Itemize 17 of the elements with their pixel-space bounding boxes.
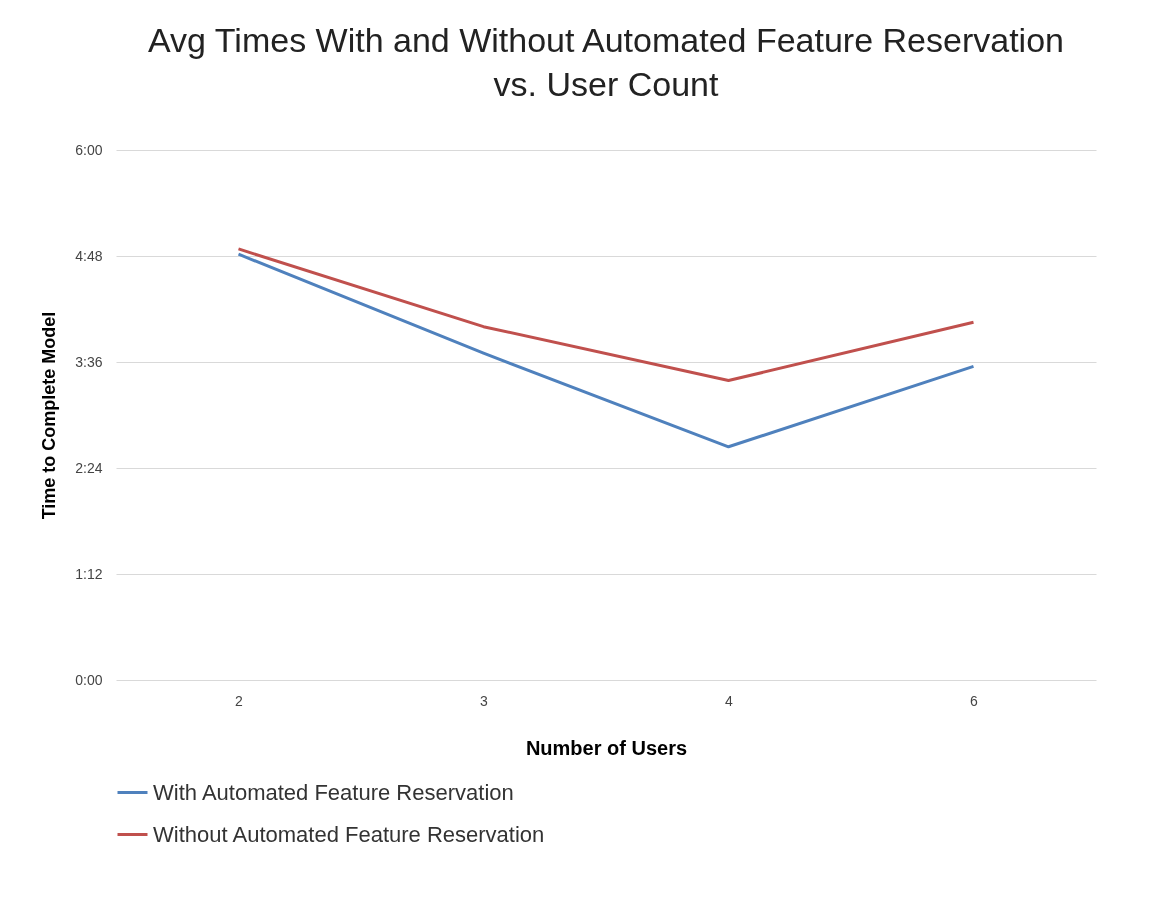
x-tick-label: 3 — [480, 692, 489, 709]
y-tick-label: 2:24 — [75, 459, 103, 476]
legend-label: Without Automated Feature Reservation — [153, 821, 545, 847]
y-tick-label: 0:00 — [75, 671, 103, 688]
y-axis-title: Time to Complete Model — [39, 311, 60, 520]
chart-title: Avg Times With and Without Automated Feature Reservation vs. User Count — [148, 21, 1064, 103]
y-tick-label: 6:00 — [75, 141, 103, 158]
y-tick-label: 4:48 — [75, 247, 103, 264]
legend-label: With Automated Feature Reservation — [153, 779, 514, 805]
line-series — [237, 252, 975, 449]
x-tick-label: 2 — [235, 692, 244, 709]
x-tick-label: 6 — [970, 692, 979, 709]
y-tick-label: 1:12 — [75, 565, 103, 582]
x-axis-title: Number of Users — [525, 736, 688, 759]
line-series — [237, 247, 975, 383]
x-tick-label: 4 — [725, 692, 734, 709]
y-tick-label: 3:36 — [75, 353, 103, 370]
